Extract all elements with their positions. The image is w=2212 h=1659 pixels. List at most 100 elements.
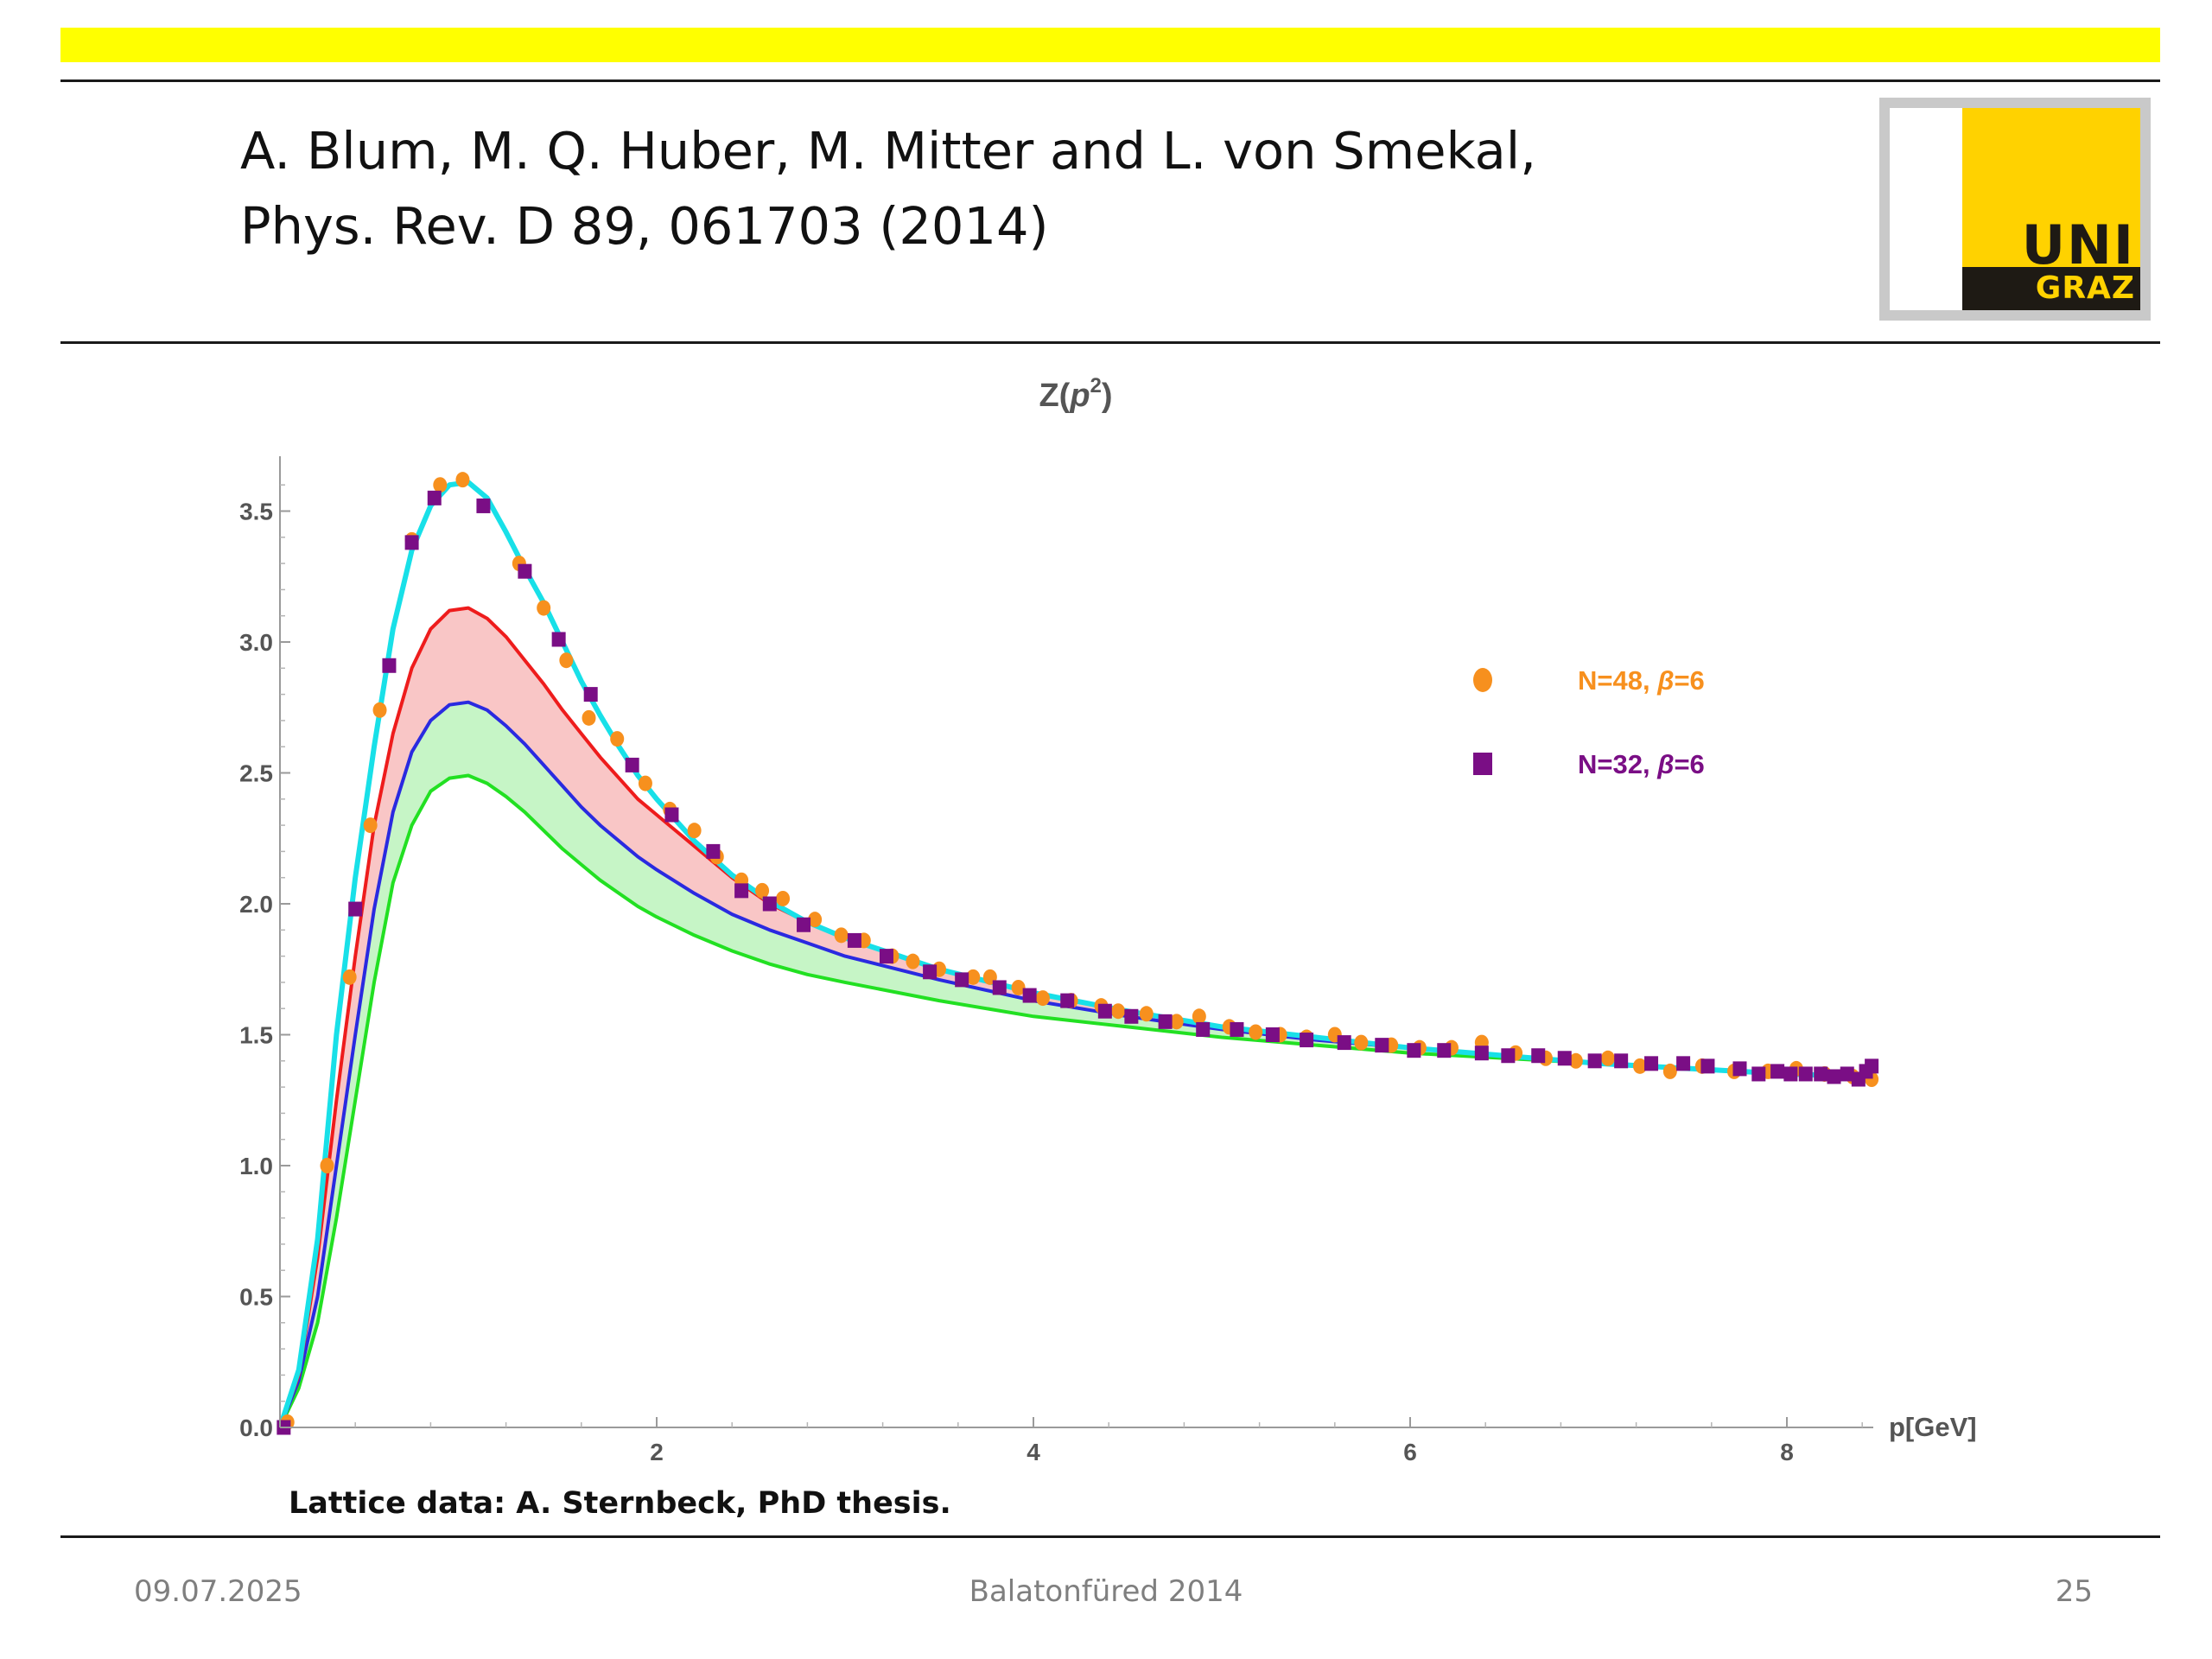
n32-data-point — [1865, 1058, 1879, 1074]
n48-data-point — [537, 600, 551, 616]
n32-data-point — [1097, 1003, 1112, 1019]
uni-graz-logo: UNI GRAZ — [1879, 98, 2151, 321]
n48-data-point — [906, 953, 920, 969]
n32-data-point — [518, 563, 532, 579]
n32-data-point — [734, 883, 749, 899]
n32-data-point — [1196, 1021, 1211, 1037]
n48-data-point — [455, 472, 470, 488]
n32-data-point — [1265, 1027, 1280, 1042]
n48-data-point — [1632, 1058, 1647, 1074]
n48-data-point — [638, 775, 652, 791]
logo-dark-band — [1962, 267, 2140, 310]
n32-data-point — [1783, 1066, 1798, 1082]
n48-data-point — [1169, 1014, 1184, 1030]
footer-event: Balatonfüred 2014 — [969, 1574, 1243, 1609]
x-tick-label: 4 — [1027, 1439, 1040, 1465]
n48-data-point — [755, 882, 770, 899]
n32-data-point — [706, 843, 721, 859]
x-tick-label: 8 — [1780, 1439, 1794, 1465]
n32-data-point — [583, 687, 598, 702]
n32-data-point — [1770, 1064, 1785, 1079]
n32-data-point — [1437, 1043, 1452, 1058]
y-tick-label: 0.0 — [239, 1414, 273, 1441]
n32-data-point — [847, 932, 861, 948]
n32-data-point — [992, 980, 1007, 995]
band-upper-fill — [280, 607, 1872, 1427]
n48-data-point — [1139, 1006, 1154, 1022]
n32-data-point — [625, 757, 639, 772]
curve-green — [278, 773, 1872, 1428]
footer-page-number: 25 — [2055, 1574, 2093, 1609]
n48-data-point — [834, 927, 849, 944]
n32-data-point — [1644, 1056, 1659, 1071]
reference-line-1: A. Blum, M. Q. Huber, M. Mitter and L. v… — [240, 121, 1536, 181]
n48-data-point — [433, 477, 448, 493]
n32-data-point — [1124, 1008, 1139, 1024]
n48-data-point — [1354, 1034, 1369, 1051]
n32-data-point — [923, 964, 938, 980]
lattice-data-note: Lattice data: A. Sternbeck, PhD thesis. — [289, 1486, 951, 1521]
logo-uni-text: UNI — [2021, 213, 2135, 276]
legend-label-n32: N=32, β=6 — [1578, 749, 1705, 779]
logo-graz-text: GRAZ — [2035, 270, 2135, 306]
n32-data-point — [1557, 1051, 1572, 1066]
n48-data-point — [320, 1158, 334, 1173]
n32-data-point — [1474, 1046, 1489, 1061]
chart-title: Z(p2) — [1039, 374, 1112, 414]
curve-blue — [278, 700, 1872, 1428]
n48-data-point — [1011, 979, 1026, 995]
y-tick-label: 3.5 — [239, 499, 273, 525]
n32-data-point — [1827, 1069, 1841, 1084]
n32-data-point — [551, 632, 566, 647]
n32-data-point — [1337, 1035, 1351, 1051]
y-tick-label: 0.5 — [239, 1284, 273, 1311]
n48-data-point — [1568, 1052, 1583, 1069]
z-propagator-chart: Z(p2) 0.0 0.5 1.0 1.5 2.0 2.5 3.0 3.5 2 4 6 8 p[Ge… — [239, 374, 1977, 1465]
n48-data-point — [363, 817, 378, 834]
footer-date: 09.07.2025 — [134, 1574, 302, 1609]
header-yellow-bar — [60, 28, 2160, 62]
n32-data-point — [797, 917, 811, 932]
n48-data-point — [808, 912, 823, 928]
n48-data-point — [687, 823, 702, 839]
legend-label-n48: N=48, β=6 — [1578, 665, 1705, 696]
n32-data-point — [1614, 1053, 1629, 1069]
n32-data-point — [1407, 1043, 1421, 1058]
y-tick-label: 1.5 — [239, 1022, 273, 1049]
n32-data-point — [1798, 1066, 1813, 1082]
n32-data-point — [348, 901, 363, 917]
y-tick-label: 2.0 — [239, 891, 273, 918]
n32-data-point — [1501, 1048, 1516, 1064]
reference-line-2: Phys. Rev. D 89, 061703 (2014) — [240, 196, 1049, 256]
n32-data-point — [404, 535, 419, 550]
footer-rule — [60, 1535, 2160, 1538]
n48-data-point — [1249, 1024, 1263, 1040]
legend-marker-n48 — [1473, 668, 1492, 692]
n32-data-point — [955, 972, 969, 988]
n32-data-point — [1158, 1014, 1173, 1029]
y-tick-label: 3.0 — [239, 629, 273, 656]
n48-data-point — [1662, 1063, 1677, 1079]
x-tick-label: 6 — [1403, 1439, 1417, 1465]
n48-data-point — [776, 890, 791, 906]
logo-white-panel — [1890, 108, 1962, 310]
n48-data-point — [1035, 990, 1050, 1007]
legend-marker-n32 — [1473, 753, 1492, 775]
n48-data-point — [582, 709, 596, 726]
y-tick-label: 2.5 — [239, 760, 273, 787]
n32-data-point — [1676, 1056, 1691, 1071]
x-axis-label: p[GeV] — [1889, 1412, 1977, 1442]
n32-data-point — [664, 807, 679, 823]
n32-data-point — [1840, 1066, 1854, 1082]
n32-data-point — [762, 896, 777, 912]
n32-data-point — [1022, 988, 1037, 1003]
n32-data-point — [1531, 1048, 1546, 1064]
n32-data-point — [1732, 1061, 1747, 1077]
n32-data-point — [476, 498, 491, 513]
x-tick-label: 2 — [650, 1439, 664, 1465]
n32-data-point — [879, 949, 893, 964]
n32-data-point — [1300, 1033, 1314, 1048]
n48-data-point — [1192, 1008, 1206, 1025]
n48-data-point — [559, 652, 574, 669]
n48-data-point — [342, 969, 357, 985]
